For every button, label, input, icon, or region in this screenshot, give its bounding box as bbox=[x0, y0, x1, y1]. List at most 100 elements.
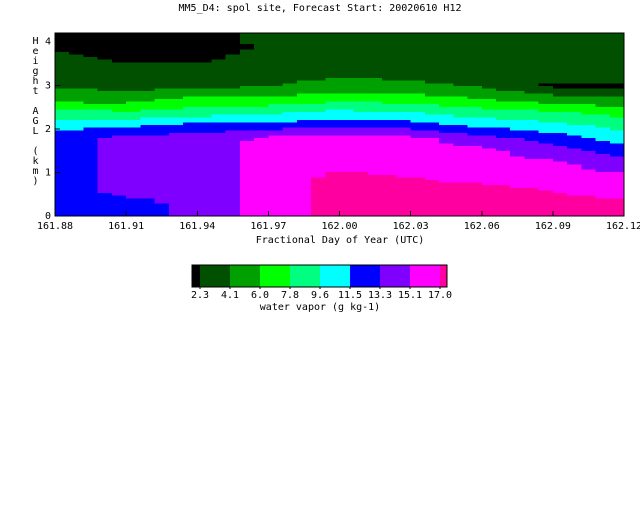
contour-cell bbox=[97, 195, 113, 199]
contour-cell bbox=[495, 77, 511, 81]
contour-cell bbox=[183, 155, 198, 160]
contour-cell bbox=[453, 82, 469, 86]
contour-cell bbox=[410, 137, 426, 141]
contour-cell bbox=[453, 95, 469, 99]
contour-cell bbox=[467, 66, 483, 71]
contour-cell bbox=[382, 114, 397, 118]
contour-cell bbox=[211, 168, 227, 173]
contour-cell bbox=[268, 210, 284, 214]
contour-cell bbox=[254, 77, 269, 81]
contour-cell bbox=[439, 111, 454, 115]
contour-cell bbox=[510, 189, 526, 194]
contour-cell bbox=[69, 111, 85, 115]
contour-cell bbox=[524, 192, 540, 196]
contour-cell bbox=[552, 108, 568, 113]
contour-cell bbox=[567, 171, 582, 175]
contour-cell bbox=[538, 127, 554, 131]
contour-cell bbox=[126, 213, 141, 217]
contour-cell bbox=[339, 171, 355, 175]
contour-cell bbox=[168, 176, 184, 180]
contour-cell bbox=[254, 176, 269, 180]
contour-cell bbox=[296, 51, 312, 55]
contour-cell bbox=[424, 168, 440, 173]
contour-cell bbox=[353, 121, 369, 126]
contour-cell bbox=[325, 100, 341, 105]
contour-cell bbox=[239, 166, 255, 170]
contour-cell bbox=[126, 134, 141, 139]
contour-cell bbox=[197, 53, 213, 58]
contour-cell bbox=[296, 77, 312, 81]
contour-cell bbox=[55, 82, 70, 86]
contour-cell bbox=[552, 129, 568, 133]
contour-cell bbox=[424, 119, 440, 123]
contour-cell bbox=[55, 208, 70, 212]
contour-cell bbox=[339, 132, 355, 136]
contour-cell bbox=[154, 51, 170, 55]
contour-cell bbox=[296, 66, 312, 71]
contour-cell bbox=[154, 129, 170, 133]
contour-cell bbox=[581, 77, 597, 81]
contour-cell bbox=[168, 213, 184, 217]
contour-cell bbox=[282, 210, 298, 214]
contour-cell bbox=[140, 51, 156, 55]
contour-cell bbox=[97, 161, 113, 165]
contour-cell bbox=[325, 74, 341, 79]
contour-cell bbox=[97, 74, 113, 79]
contour-cell bbox=[140, 106, 156, 110]
contour-cell bbox=[481, 61, 497, 65]
contour-cell bbox=[296, 176, 312, 180]
contour-cell bbox=[154, 200, 170, 204]
contour-cell bbox=[197, 163, 213, 167]
contour-cell bbox=[311, 137, 326, 141]
contour-cell bbox=[97, 192, 113, 196]
contour-cell bbox=[538, 168, 554, 173]
contour-cell bbox=[239, 134, 255, 139]
contour-cell bbox=[439, 155, 454, 160]
contour-cell bbox=[382, 93, 397, 97]
contour-cell bbox=[538, 210, 554, 214]
contour-cell bbox=[282, 153, 298, 157]
contour-cell bbox=[581, 35, 597, 39]
contour-cell bbox=[339, 195, 355, 199]
contour-cell bbox=[552, 103, 568, 107]
contour-cell bbox=[168, 93, 184, 97]
contour-cell bbox=[126, 189, 141, 194]
contour-cell bbox=[69, 150, 85, 154]
contour-cell bbox=[211, 33, 227, 37]
contour-cell bbox=[83, 168, 99, 173]
contour-cell bbox=[296, 69, 312, 73]
contour-cell bbox=[439, 205, 454, 209]
contour-cell bbox=[69, 137, 85, 141]
contour-cell bbox=[367, 114, 383, 118]
contour-cell bbox=[367, 90, 383, 94]
contour-cell bbox=[83, 153, 99, 157]
contour-cell bbox=[268, 46, 284, 50]
contour-cell bbox=[410, 124, 426, 128]
contour-cell bbox=[111, 142, 127, 147]
contour-cell bbox=[325, 85, 341, 89]
contour-cell bbox=[239, 103, 255, 107]
contour-cell bbox=[55, 148, 70, 152]
contour-cell bbox=[410, 66, 426, 71]
contour-cell bbox=[211, 74, 227, 79]
contour-cell bbox=[481, 163, 497, 167]
contour-cell bbox=[83, 66, 99, 71]
contour-cell bbox=[183, 59, 198, 63]
contour-cell bbox=[339, 64, 355, 68]
contour-cell bbox=[567, 93, 582, 97]
contour-cell bbox=[282, 184, 298, 188]
contour-cell bbox=[225, 127, 241, 131]
contour-cell bbox=[439, 95, 454, 99]
contour-cell bbox=[510, 127, 526, 131]
contour-cell bbox=[552, 176, 568, 180]
contour-cell bbox=[367, 176, 383, 180]
contour-cell bbox=[453, 182, 469, 186]
contour-cell bbox=[83, 213, 99, 217]
contour-cell bbox=[168, 150, 184, 154]
contour-cell bbox=[140, 176, 156, 180]
contour-cell bbox=[367, 43, 383, 47]
contour-cell bbox=[367, 116, 383, 120]
contour-cell bbox=[524, 114, 540, 118]
contour-cell bbox=[69, 174, 85, 178]
contour-cell bbox=[311, 106, 326, 110]
